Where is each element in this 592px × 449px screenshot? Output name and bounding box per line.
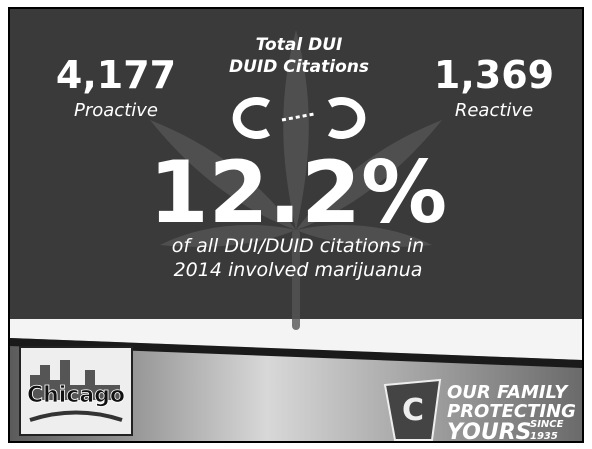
proactive-number: 4,177 [56, 53, 176, 97]
logo-text: Chicago [27, 383, 125, 408]
right-logo: C OUR FAMILY PROTECTING YOURS SINCE 1935 [383, 378, 576, 445]
badge-letter: C [402, 393, 424, 428]
since: SINCE [530, 419, 564, 430]
left-logo: Chicago [19, 346, 133, 436]
reactive-label: Reactive [455, 100, 533, 121]
headline: 12.2% [149, 143, 447, 243]
slogan: OUR FAMILY [447, 382, 569, 403]
caption: 2014 involved marijuanua [174, 259, 423, 281]
since: 1935 [530, 431, 558, 442]
stripe-dark [10, 338, 582, 368]
heading: Total DUI [256, 35, 343, 55]
leaf [150, 30, 442, 330]
caption: of all DUI/DUID citations in [172, 235, 424, 257]
handcuffs [232, 97, 366, 139]
proactive-label: Proactive [74, 100, 158, 121]
reactive-number: 1,369 [434, 53, 554, 97]
stripe [10, 319, 582, 360]
slogan: PROTECTING [447, 401, 576, 422]
slogan: YOURS [447, 420, 532, 445]
heading: DUID Citations [229, 57, 369, 77]
